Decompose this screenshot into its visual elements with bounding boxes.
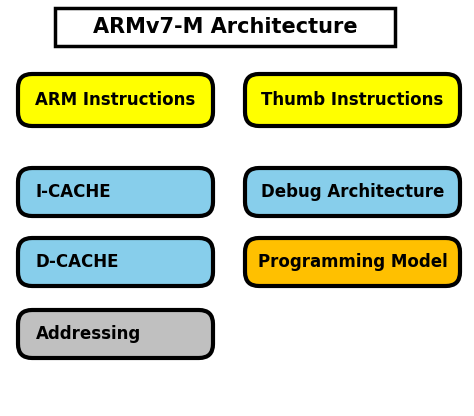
Text: I-CACHE: I-CACHE (36, 183, 111, 201)
Text: Thumb Instructions: Thumb Instructions (261, 91, 444, 109)
FancyBboxPatch shape (18, 238, 213, 286)
FancyBboxPatch shape (18, 310, 213, 358)
FancyBboxPatch shape (18, 74, 213, 126)
FancyBboxPatch shape (245, 168, 460, 216)
FancyBboxPatch shape (245, 74, 460, 126)
Bar (55, 8, 395, 46)
Text: D-CACHE: D-CACHE (36, 253, 119, 271)
FancyBboxPatch shape (245, 238, 460, 286)
Text: Debug Architecture: Debug Architecture (261, 183, 444, 201)
Text: Addressing: Addressing (36, 325, 141, 343)
Text: ARMv7-M Architecture: ARMv7-M Architecture (93, 17, 357, 37)
FancyBboxPatch shape (18, 168, 213, 216)
Text: Programming Model: Programming Model (258, 253, 447, 271)
Text: ARM Instructions: ARM Instructions (36, 91, 196, 109)
